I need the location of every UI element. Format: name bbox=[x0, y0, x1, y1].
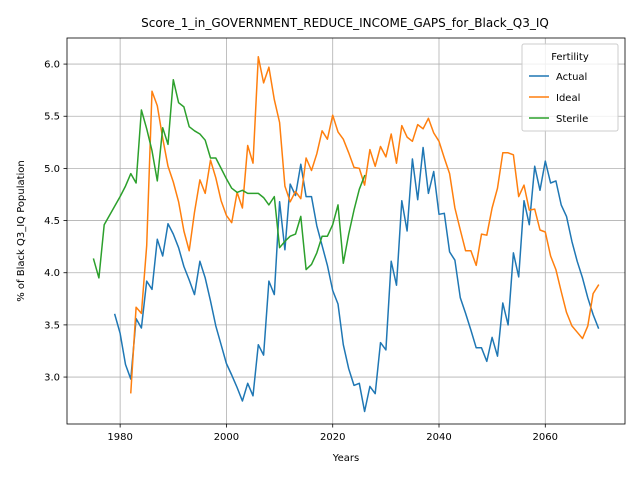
legend-label-actual: Actual bbox=[556, 72, 587, 83]
series-line-actual bbox=[113, 146, 600, 413]
legend-box bbox=[521, 43, 619, 132]
y-tick-label: 6.0 bbox=[44, 60, 60, 71]
y-tick-label: 5.0 bbox=[44, 164, 60, 175]
y-tick-label: 4.5 bbox=[44, 216, 60, 227]
x-tick-label: 2000 bbox=[214, 432, 239, 443]
x-tick-label: 2020 bbox=[320, 432, 345, 443]
legend: Fertility Actual Ideal Sterile bbox=[521, 43, 619, 132]
y-tick-label: 5.5 bbox=[44, 112, 60, 123]
legend-title: Fertility bbox=[551, 52, 589, 63]
x-tick-label: 1980 bbox=[107, 432, 132, 443]
y-axis-label: % of Black Q3_IQ Population bbox=[16, 160, 27, 302]
series-line-sterile bbox=[92, 78, 366, 279]
series-lines bbox=[92, 56, 600, 413]
x-tick-label: 2060 bbox=[533, 432, 558, 443]
legend-label-ideal: Ideal bbox=[556, 93, 580, 104]
axis-ticks: 1980 2000 2020 2040 2060 3.0 3.5 4.0 4.5 5.0 5.5 6.… bbox=[44, 60, 558, 443]
plot-frame bbox=[66, 37, 626, 425]
chart-title: Score_1_in_GOVERNMENT_REDUCE_INCOME_GAPS… bbox=[141, 16, 549, 30]
y-tick-label: 4.0 bbox=[44, 268, 60, 279]
y-tick-label: 3.5 bbox=[44, 320, 60, 331]
y-tick-label: 3.0 bbox=[44, 373, 60, 384]
series-line-ideal bbox=[130, 56, 600, 394]
x-tick-label: 2040 bbox=[426, 432, 451, 443]
legend-label-sterile: Sterile bbox=[556, 114, 588, 125]
x-axis-label: Years bbox=[332, 453, 359, 464]
